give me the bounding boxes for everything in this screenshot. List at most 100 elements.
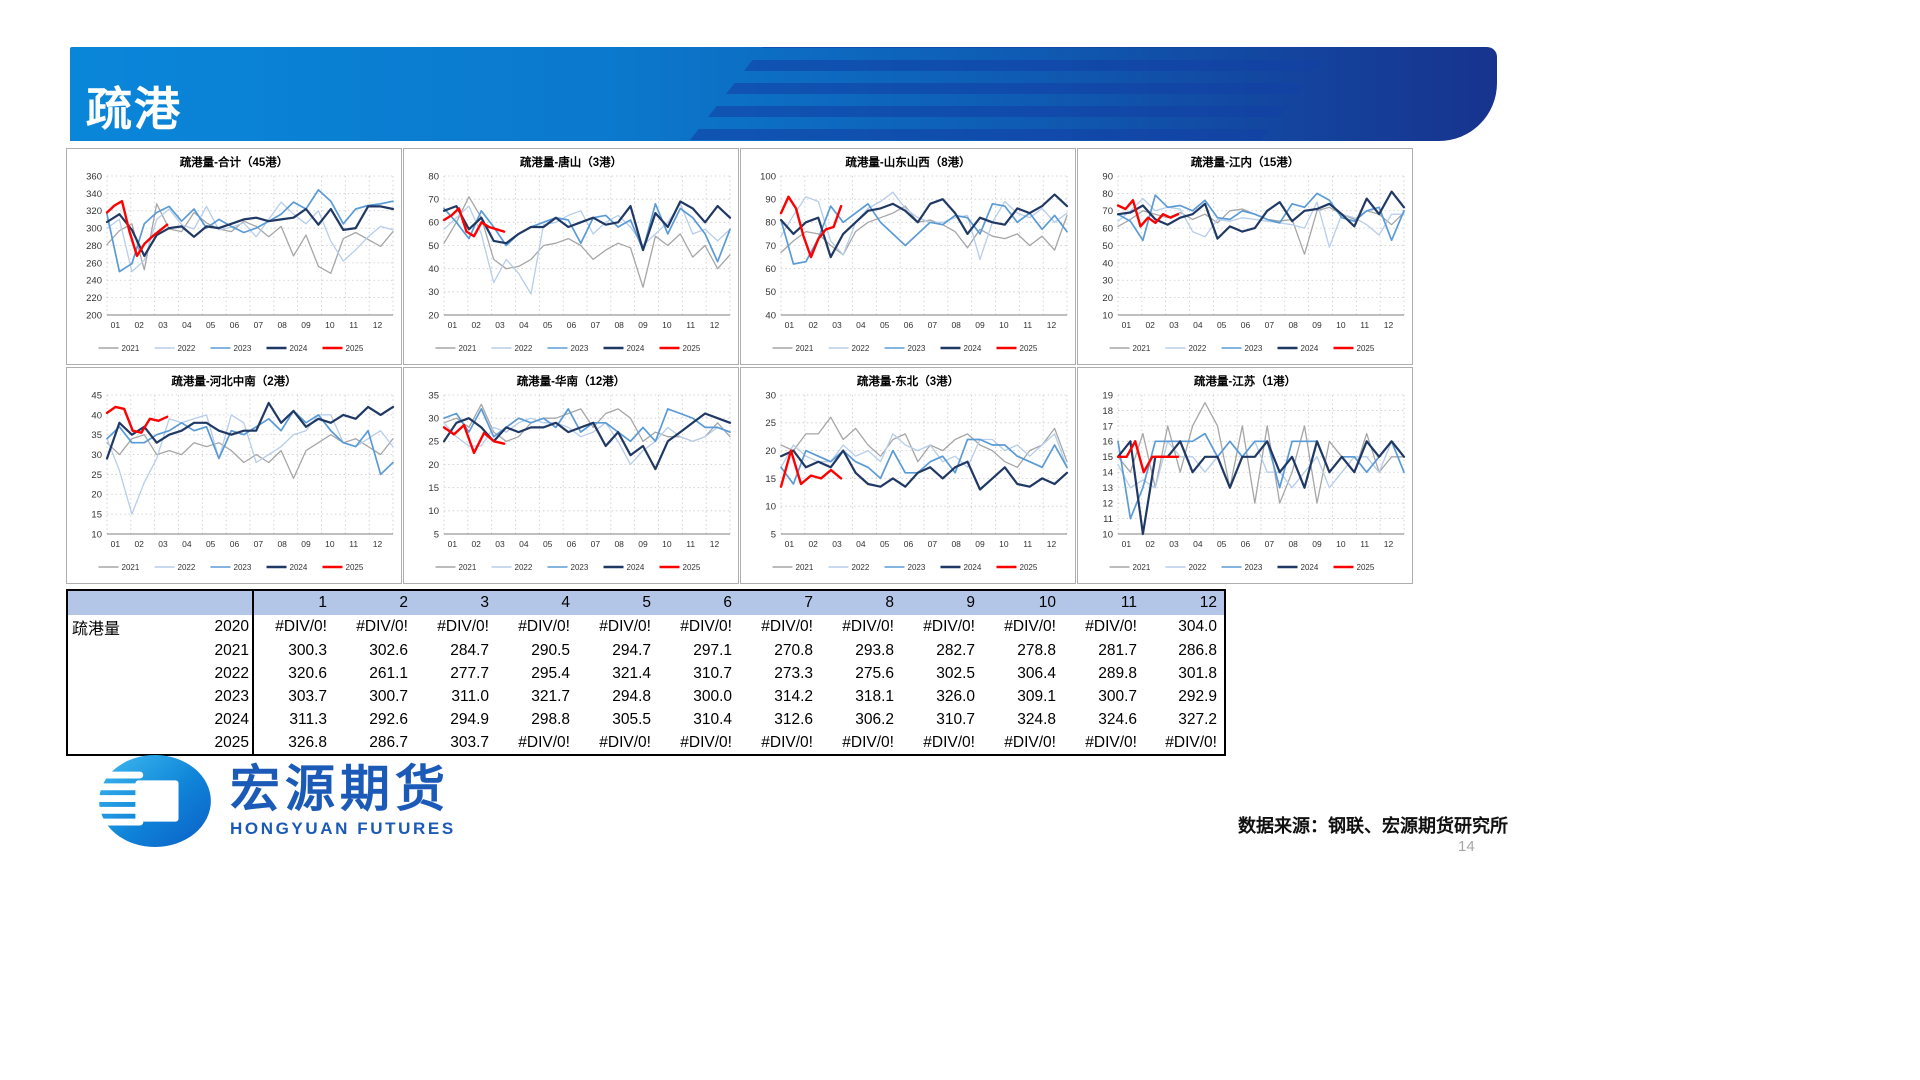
svg-text:05: 05 <box>880 539 890 549</box>
svg-text:60: 60 <box>1102 224 1113 235</box>
table-value-cell: 281.7 <box>1098 641 1137 659</box>
svg-text:13: 13 <box>1102 483 1113 494</box>
table-year-cell: 2023 <box>179 685 254 708</box>
svg-text:02: 02 <box>471 320 481 330</box>
svg-text:09: 09 <box>638 539 648 549</box>
svg-text:40: 40 <box>428 264 439 275</box>
table-value-cell: 284.7 <box>450 641 489 659</box>
svg-text:2023: 2023 <box>234 563 252 572</box>
table-value-cell: 261.1 <box>369 664 408 682</box>
table-value-cell: #DIV/0! <box>1165 733 1217 751</box>
table-header-cell: 1 <box>253 590 334 615</box>
svg-text:11: 11 <box>1023 320 1032 330</box>
table-value-cell: 270.8 <box>774 641 813 659</box>
table-value-cell: 290.5 <box>531 641 570 659</box>
svg-text:15: 15 <box>765 474 776 485</box>
svg-text:50: 50 <box>1102 241 1113 252</box>
table-year-cell: 2020 <box>179 615 254 639</box>
table-row-2020: 疏港量 2020 #DIV/0! #DIV/0! #DIV/0! #DIV/0! #DIV/… <box>67 615 1225 639</box>
svg-text:35: 35 <box>428 390 439 401</box>
table-row-2021: 2021 300.3 302.6 284.7 290.5 294.7 297.1 270.8 2… <box>67 639 1225 662</box>
svg-text:30: 30 <box>91 450 102 461</box>
svg-text:20: 20 <box>428 310 439 321</box>
svg-text:09: 09 <box>975 320 985 330</box>
svg-text:02: 02 <box>1145 320 1155 330</box>
table-value-cell: 327.2 <box>1178 710 1217 728</box>
svg-text:02: 02 <box>134 320 144 330</box>
svg-text:10: 10 <box>1102 310 1113 321</box>
svg-text:11: 11 <box>1360 320 1369 330</box>
table-year-cell: 2021 <box>179 639 254 662</box>
charts-grid: 疏港量-合计（45港） 360 340 320 300 280 260 240 220 200 01… <box>66 148 1416 586</box>
table-value-cell: #DIV/0! <box>599 733 651 751</box>
svg-text:11: 11 <box>1360 539 1369 549</box>
table-value-cell: 318.1 <box>855 687 894 705</box>
svg-text:35: 35 <box>91 430 102 441</box>
table-value-cell: 289.8 <box>1098 664 1137 682</box>
svg-text:05: 05 <box>880 320 890 330</box>
svg-text:09: 09 <box>1312 320 1322 330</box>
svg-text:08: 08 <box>951 320 961 330</box>
table-header-cell: 6 <box>658 590 739 615</box>
svg-text:09: 09 <box>1312 539 1322 549</box>
table-value-cell: #DIV/0! <box>842 618 894 635</box>
table-value-cell: 286.8 <box>1178 641 1217 659</box>
source-text: 数据来源：钢联、宏源期货研究所 <box>1238 816 1508 836</box>
svg-text:2024: 2024 <box>964 563 982 572</box>
svg-text:2024: 2024 <box>1301 563 1319 572</box>
logo-cn-name: 宏源期货 <box>230 761 450 818</box>
svg-text:2025: 2025 <box>1020 344 1038 353</box>
svg-text:11: 11 <box>686 539 695 549</box>
table-value-cell: 321.4 <box>612 664 651 682</box>
table-year-cell: 2025 <box>179 731 254 755</box>
svg-text:60: 60 <box>428 218 439 229</box>
table-value-cell: 311.3 <box>289 710 327 728</box>
svg-text:2024: 2024 <box>1301 344 1319 353</box>
svg-text:04: 04 <box>182 320 192 330</box>
svg-text:2025: 2025 <box>683 344 701 353</box>
table-value-cell: 310.7 <box>936 710 975 728</box>
svg-text:12: 12 <box>1384 539 1394 549</box>
svg-text:09: 09 <box>975 539 985 549</box>
svg-text:10: 10 <box>428 506 439 517</box>
svg-text:10: 10 <box>765 502 776 513</box>
svg-text:08: 08 <box>1288 320 1298 330</box>
table-value-cell: 303.7 <box>450 733 489 751</box>
svg-text:80: 80 <box>765 218 776 229</box>
svg-text:2023: 2023 <box>1245 563 1263 572</box>
svg-text:2024: 2024 <box>627 344 645 353</box>
table-value-cell: 298.8 <box>531 710 570 728</box>
table-value-cell: 309.1 <box>1017 687 1056 705</box>
svg-text:2023: 2023 <box>1245 344 1263 353</box>
svg-text:15: 15 <box>1102 452 1113 463</box>
table-value-cell: 300.7 <box>369 687 408 705</box>
svg-text:2022: 2022 <box>178 344 196 353</box>
table-header-spacer <box>67 590 179 615</box>
svg-text:08: 08 <box>1288 539 1298 549</box>
svg-text:25: 25 <box>765 418 776 429</box>
svg-text:01: 01 <box>785 320 795 330</box>
svg-text:2023: 2023 <box>234 344 252 353</box>
svg-text:360: 360 <box>86 171 102 182</box>
table-value-cell: 311.0 <box>451 687 489 705</box>
table-value-cell: #DIV/0! <box>518 733 570 751</box>
svg-text:12: 12 <box>710 320 720 330</box>
svg-text:30: 30 <box>428 414 439 425</box>
table-value-cell: 273.3 <box>774 664 813 682</box>
svg-text:04: 04 <box>1193 320 1203 330</box>
table-value-cell: 324.6 <box>1098 710 1137 728</box>
chart-tangshan-3: 疏港量-唐山（3港） 80 70 60 50 40 30 20 01 02 03 04 05 06 07 08… <box>403 148 739 365</box>
svg-text:04: 04 <box>856 539 866 549</box>
table-value-cell: 300.3 <box>288 641 327 659</box>
svg-text:2024: 2024 <box>627 563 645 572</box>
svg-text:2022: 2022 <box>178 563 196 572</box>
table-value-cell: 304.0 <box>1178 618 1217 635</box>
svg-text:11: 11 <box>1103 514 1113 525</box>
table-value-cell: #DIV/0! <box>518 618 570 635</box>
table-value-cell: 295.4 <box>531 664 570 682</box>
svg-text:疏港量-东北（3港）: 疏港量-东北（3港） <box>857 374 959 388</box>
svg-text:02: 02 <box>134 539 144 549</box>
table-header-cell: 3 <box>415 590 496 615</box>
svg-text:50: 50 <box>765 287 776 298</box>
svg-text:01: 01 <box>111 539 121 549</box>
